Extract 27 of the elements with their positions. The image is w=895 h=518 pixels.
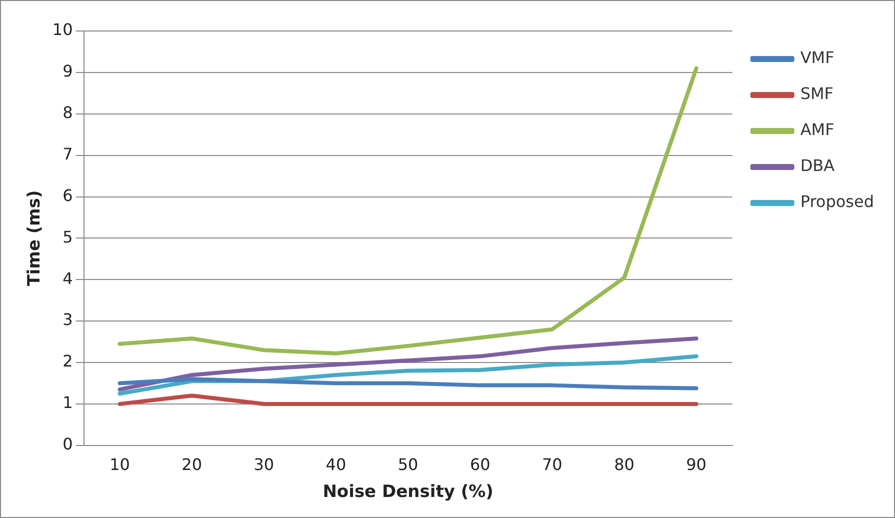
legend-label: AMF [800,120,834,140]
x-tick-label: 10 [110,455,130,474]
y-axis-title: Time (ms) [24,190,45,286]
x-tick-label: 70 [542,455,562,474]
x-tick-label: 50 [398,455,418,474]
x-axis-title: Noise Density (%) [322,482,494,502]
x-tick-label: 60 [470,455,490,474]
y-tick-label: 2 [62,352,73,371]
x-tick-label: 90 [686,455,706,474]
legend-label: SMF [800,84,834,104]
x-tick-label: 20 [182,455,202,474]
x-tick-label: 80 [614,455,634,474]
x-tick-label: 40 [326,455,346,474]
y-tick-label: 7 [62,144,73,164]
x-tick-label: 30 [254,455,274,474]
y-tick-label: 4 [62,268,73,288]
y-tick-label: 3 [62,310,73,330]
y-tick-label: 6 [62,186,73,205]
y-tick-label: 0 [62,434,73,454]
legend-label: VMF [800,48,834,68]
legend-label: Proposed [800,192,874,212]
y-tick-label: 9 [62,62,73,81]
y-tick-label: 1 [62,393,73,412]
y-tick-label: 8 [62,103,73,122]
y-tick-label: 10 [52,20,73,40]
legend-label: DBA [800,156,835,176]
y-tick-label: 5 [62,227,73,246]
